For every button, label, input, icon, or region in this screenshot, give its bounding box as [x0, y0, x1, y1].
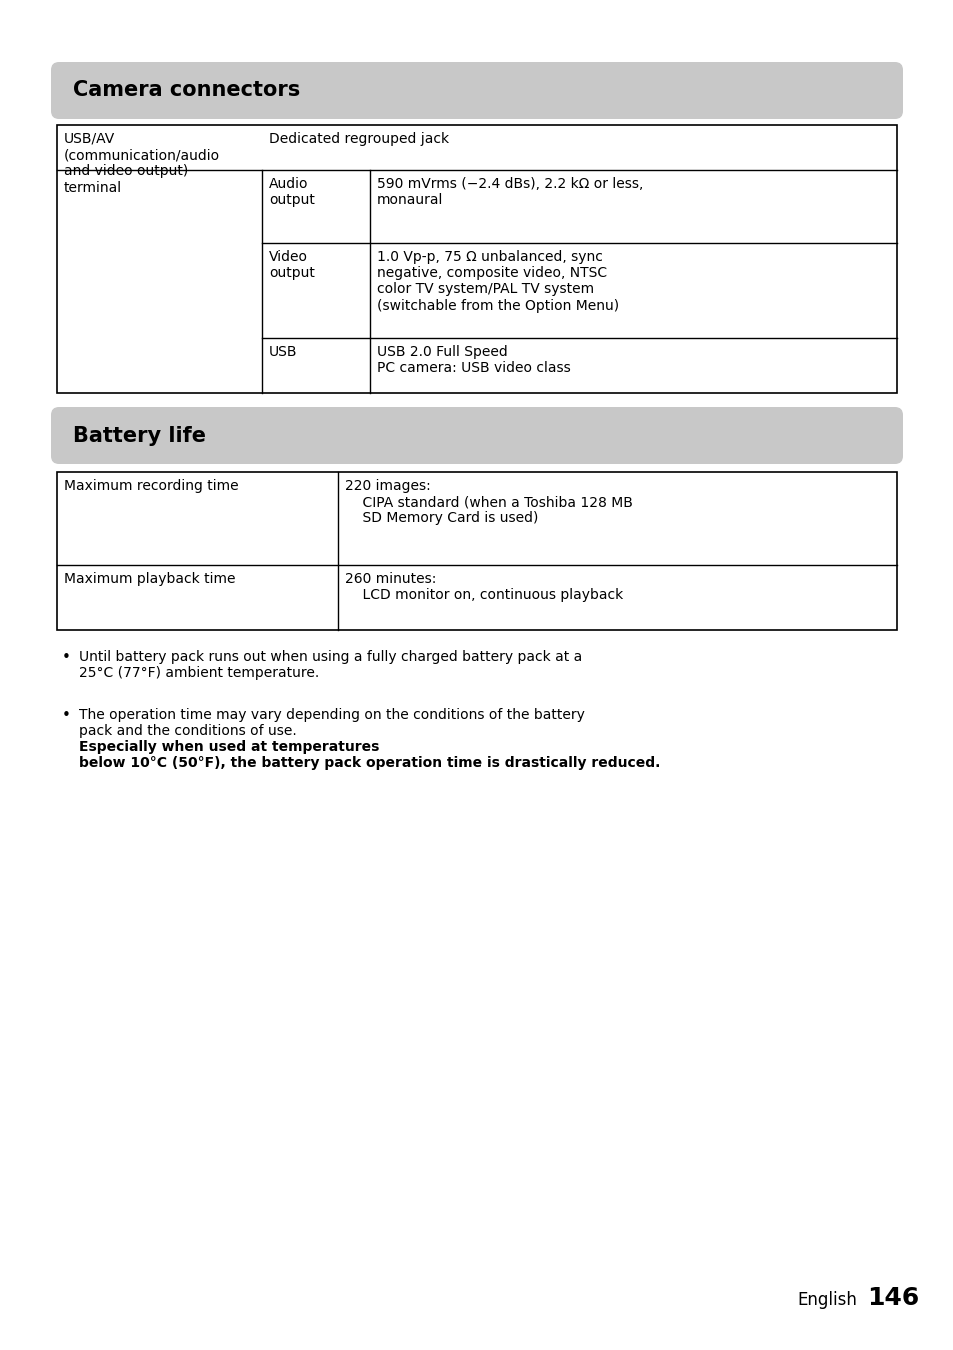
Text: 220 images:
    CIPA standard (when a Toshiba 128 MB
    SD Memory Card is used): 220 images: CIPA standard (when a Toshib… [345, 479, 632, 525]
Text: Maximum recording time: Maximum recording time [64, 479, 238, 493]
Bar [57, 126, 896, 393]
Text: 1.0 Vp-p, 75 Ω unbalanced, sync
negative, composite video, NTSC
color TV system/: 1.0 Vp-p, 75 Ω unbalanced, sync negative… [376, 250, 618, 313]
Text: Battery life: Battery life [73, 425, 206, 446]
FancyBboxPatch shape [51, 406, 902, 464]
Bar [57, 472, 896, 630]
Text: 260 minutes:
    LCD monitor on, continuous playback: 260 minutes: LCD monitor on, continuous … [345, 572, 622, 602]
Text: Camera connectors: Camera connectors [73, 81, 300, 100]
Text: USB 2.0 Full Speed
PC camera: USB video class: USB 2.0 Full Speed PC camera: USB video … [376, 346, 570, 375]
Text: •: • [62, 707, 71, 724]
Text: USB/AV
(communication/audio
and video output)
terminal: USB/AV (communication/audio and video ou… [64, 132, 220, 194]
Text: The operation time may vary depending on the conditions of the battery
pack and : The operation time may vary depending on… [79, 707, 584, 738]
Text: USB: USB [269, 346, 297, 359]
Text: Audio
output: Audio output [269, 177, 314, 207]
Text: Video
output: Video output [269, 250, 314, 281]
Text: English: English [796, 1291, 856, 1310]
Text: Especially when used at temperatures
below 10°C (50°F), the battery pack operati: Especially when used at temperatures bel… [79, 740, 659, 771]
Text: Until battery pack runs out when using a fully charged battery pack at a
25°C (7: Until battery pack runs out when using a… [79, 649, 581, 680]
Text: 146: 146 [866, 1287, 919, 1310]
Text: Maximum playback time: Maximum playback time [64, 572, 235, 586]
FancyBboxPatch shape [51, 62, 902, 119]
Text: •: • [62, 649, 71, 666]
Text: 590 mVrms (−2.4 dBs), 2.2 kΩ or less,
monaural: 590 mVrms (−2.4 dBs), 2.2 kΩ or less, mo… [376, 177, 642, 207]
Text: Dedicated regrouped jack: Dedicated regrouped jack [269, 132, 449, 146]
